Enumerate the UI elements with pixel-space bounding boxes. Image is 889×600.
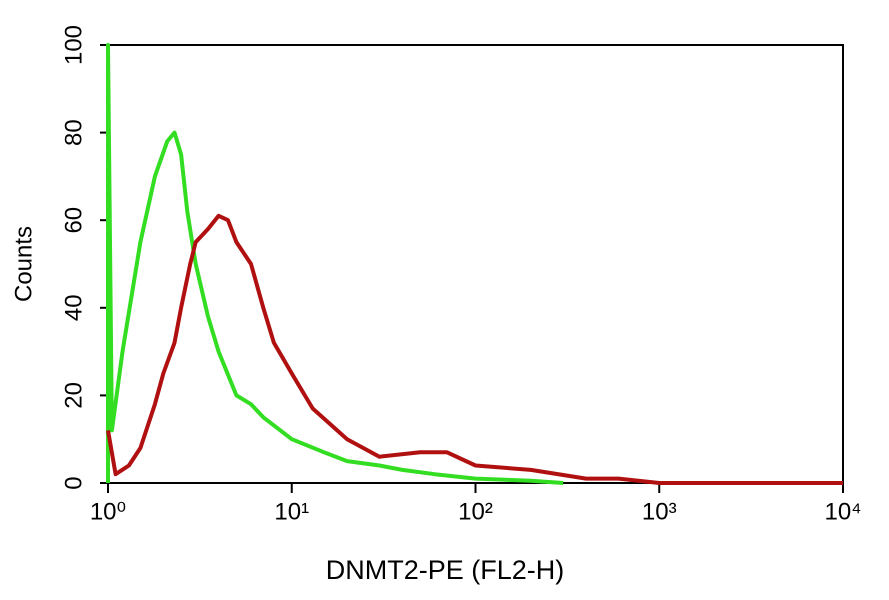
x-tick-label: 10⁰ xyxy=(90,498,126,525)
plot-frame xyxy=(107,44,844,484)
histogram-line xyxy=(106,213,843,485)
y-tick-label: 40 xyxy=(60,294,87,321)
y-tick-label: 20 xyxy=(60,382,87,409)
histogram-line xyxy=(106,43,564,485)
y-tick-label: 80 xyxy=(60,119,87,146)
y-axis-label: Counts xyxy=(10,226,37,302)
x-tick-label: 10¹ xyxy=(274,498,309,525)
x-tick-label: 10² xyxy=(458,498,493,525)
y-tick-label: 100 xyxy=(60,25,87,65)
y-tick-label: 0 xyxy=(60,476,87,489)
x-axis-label: DNMT2-PE (FL2-H) xyxy=(326,555,565,585)
y-tick-label: 60 xyxy=(60,207,87,234)
x-tick-label: 10⁴ xyxy=(824,498,861,525)
x-tick-label: 10³ xyxy=(642,498,677,525)
